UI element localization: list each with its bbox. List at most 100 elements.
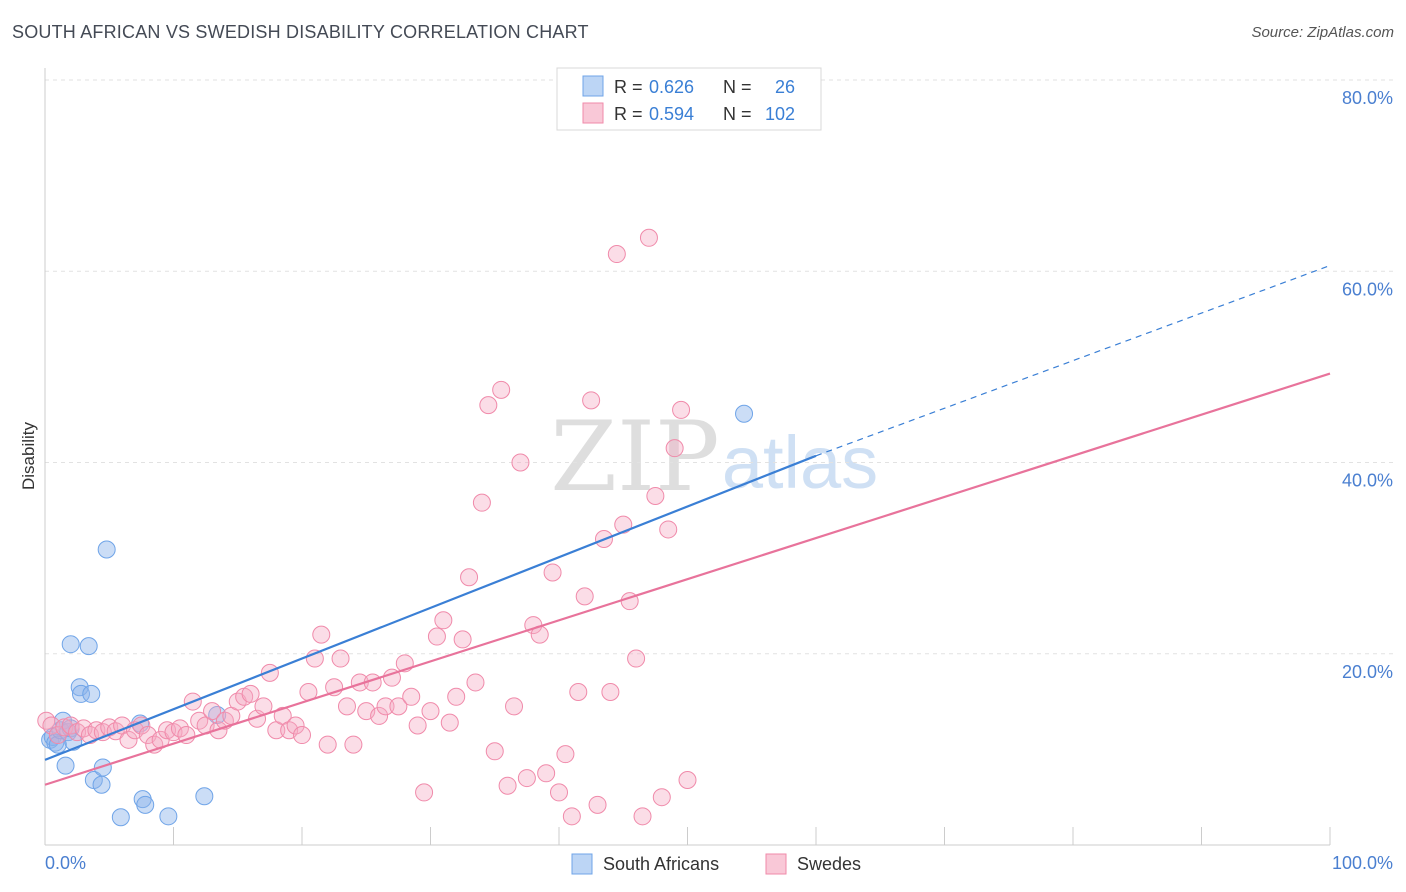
legend-r-label-1: R = — [614, 77, 643, 97]
legend-n-value-1: 26 — [775, 77, 795, 97]
point-swede-47 — [337, 697, 356, 716]
point-swede-26 — [203, 702, 222, 721]
point-swede-81 — [556, 745, 575, 764]
grid-lines — [45, 79, 1393, 655]
point-south-african-13 — [79, 637, 98, 656]
source-credit: Source: ZipAtlas.com — [1251, 24, 1394, 41]
legend-bottom-swatch-swedes — [765, 853, 787, 875]
point-swede-40 — [293, 726, 311, 745]
point-swede-48 — [344, 735, 363, 754]
point-swede-68 — [472, 493, 491, 512]
point-swede-39 — [286, 716, 305, 735]
point-swede-84 — [575, 587, 594, 606]
point-swede-89 — [607, 245, 626, 264]
point-swede-66 — [460, 568, 479, 587]
point-swede-73 — [505, 697, 524, 716]
point-south-african-18 — [97, 540, 116, 559]
point-south-african-14 — [82, 684, 101, 703]
x-tick-label-max: 100.0% — [1332, 853, 1393, 873]
point-swede-98 — [665, 439, 684, 458]
point-swede-32 — [241, 684, 260, 703]
point-south-african-17 — [93, 758, 112, 777]
y-tick-label: 20.0% — [1342, 662, 1393, 682]
legend-n-label-2: N = — [723, 104, 752, 124]
point-swede-80 — [550, 783, 568, 802]
legend-r-value-1: 0.626 — [649, 77, 694, 97]
point-south-african-16 — [92, 775, 111, 794]
legend-bottom-label-swedes: Swedes — [797, 854, 861, 874]
point-swede-79 — [543, 563, 562, 582]
y-tick-label: 60.0% — [1342, 279, 1393, 299]
point-swede-21 — [170, 719, 189, 738]
point-swede-57 — [402, 687, 421, 706]
x-tick-label-min: 0.0% — [45, 853, 86, 873]
point-south-african-19 — [111, 808, 130, 827]
point-swede-74 — [511, 453, 530, 472]
point-swede-67 — [466, 673, 485, 692]
point-swede-63 — [440, 713, 459, 732]
point-swede-96 — [652, 788, 671, 807]
point-swede-52 — [370, 706, 389, 725]
watermark-zip: ZIP — [550, 401, 719, 513]
legend-bottom-swatch-south-africans — [571, 853, 593, 875]
point-south-african-6 — [56, 756, 75, 775]
point-swede-43 — [312, 625, 331, 644]
legend-bottom-label-south-africans: South Africans — [603, 854, 719, 874]
point-swede-46 — [331, 649, 350, 668]
point-swede-95 — [646, 486, 665, 505]
point-south-african-12 — [71, 684, 90, 703]
point-swede-61 — [427, 627, 446, 646]
point-south-african-11 — [70, 678, 89, 697]
point-swede-69 — [479, 396, 498, 415]
legend-top: R = 0.626 N = 26 R = 0.594 N = 102 — [556, 67, 822, 131]
point-swede-55 — [389, 697, 408, 716]
series-swedes — [37, 90, 723, 826]
point-swede-86 — [588, 795, 607, 814]
legend-swatch-swedes — [582, 102, 604, 124]
point-south-african-23 — [159, 807, 178, 826]
y-tick-label: 40.0% — [1342, 471, 1393, 491]
point-swede-53 — [376, 697, 395, 716]
point-swede-93 — [633, 807, 652, 826]
point-swede-13 — [119, 730, 138, 749]
point-swede-71 — [492, 380, 511, 399]
point-swede-99 — [672, 400, 691, 419]
point-south-african-26 — [735, 404, 754, 423]
point-south-african-22 — [136, 795, 155, 814]
point-swede-100 — [678, 770, 697, 789]
point-swede-62 — [434, 611, 453, 630]
point-swede-60 — [421, 702, 440, 721]
point-swede-44 — [318, 735, 337, 754]
y-tick-labels: 20.0% 40.0% 60.0% 80.0% — [1342, 88, 1393, 682]
trend-line-south-africans — [44, 454, 817, 761]
legend-n-label-1: N = — [723, 77, 752, 97]
point-south-african-3 — [48, 735, 67, 754]
point-swede-97 — [659, 520, 678, 539]
legend-r-value-2: 0.594 — [649, 104, 694, 124]
point-swede-75 — [517, 769, 536, 788]
point-swede-88 — [601, 683, 620, 701]
point-swede-90 — [614, 515, 633, 534]
point-swede-83 — [569, 683, 588, 701]
chart-title: SOUTH AFRICAN VS SWEDISH DISABILITY CORR… — [12, 22, 589, 42]
point-swede-72 — [498, 776, 517, 795]
y-tick-label: 80.0% — [1342, 88, 1393, 108]
trend-lines — [44, 264, 1331, 786]
point-swede-58 — [408, 716, 427, 735]
point-swede-0 — [37, 711, 56, 730]
point-swede-70 — [485, 742, 504, 761]
legend-bottom: South Africans Swedes — [571, 853, 861, 875]
point-south-african-24 — [195, 787, 214, 806]
point-swede-85 — [582, 391, 601, 410]
point-swede-2 — [48, 726, 67, 745]
point-swede-64 — [447, 687, 466, 706]
legend-swatch-south-africans — [582, 75, 604, 97]
point-swede-59 — [415, 783, 434, 802]
point-swede-65 — [453, 630, 472, 649]
point-swede-82 — [562, 807, 581, 826]
point-south-african-10 — [61, 635, 80, 654]
trend-line-south-africans-extension — [815, 264, 1331, 457]
trend-line-swedes — [44, 372, 1331, 786]
point-swede-92 — [627, 649, 646, 668]
